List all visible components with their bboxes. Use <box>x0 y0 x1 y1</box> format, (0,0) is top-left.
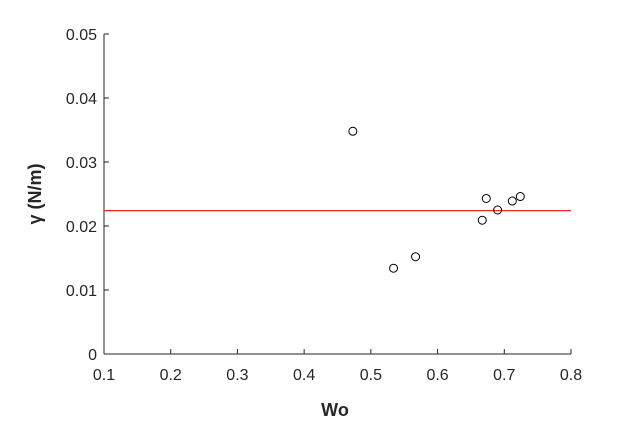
x-tick-label: 0.4 <box>293 367 315 384</box>
tick-labels: 0.1 0.2 0.3 0.4 0.5 0.6 0.7 0.8 0 0.01 0.02 0.03 0.0… <box>66 27 582 384</box>
x-tick-label: 0.3 <box>226 367 248 384</box>
x-tick-label: 0.1 <box>93 367 115 384</box>
x-axis-title: Wo <box>321 400 349 420</box>
x-tick-label: 0.2 <box>160 367 182 384</box>
data-point <box>477 215 487 225</box>
y-axis-title: γ (N/m) <box>25 163 45 224</box>
data-point <box>481 193 491 203</box>
x-tick-label: 0.6 <box>426 367 448 384</box>
data-point <box>348 126 358 136</box>
data-point <box>493 205 503 215</box>
y-tick-label: 0.05 <box>66 27 97 44</box>
data-point <box>389 263 399 273</box>
x-tick-label: 0.8 <box>560 367 582 384</box>
data-point <box>507 196 517 206</box>
data-point <box>515 192 525 202</box>
data-points <box>348 126 525 273</box>
data-point <box>411 252 421 262</box>
y-tick-label: 0.01 <box>66 283 97 300</box>
y-tick-label: 0 <box>88 347 97 364</box>
y-tick-label: 0.02 <box>66 219 97 236</box>
y-tick-label: 0.04 <box>66 91 97 108</box>
x-tick-label: 0.7 <box>493 367 515 384</box>
axes <box>103 33 572 355</box>
x-tick-label: 0.5 <box>360 367 382 384</box>
y-tick-label: 0.03 <box>66 155 97 172</box>
